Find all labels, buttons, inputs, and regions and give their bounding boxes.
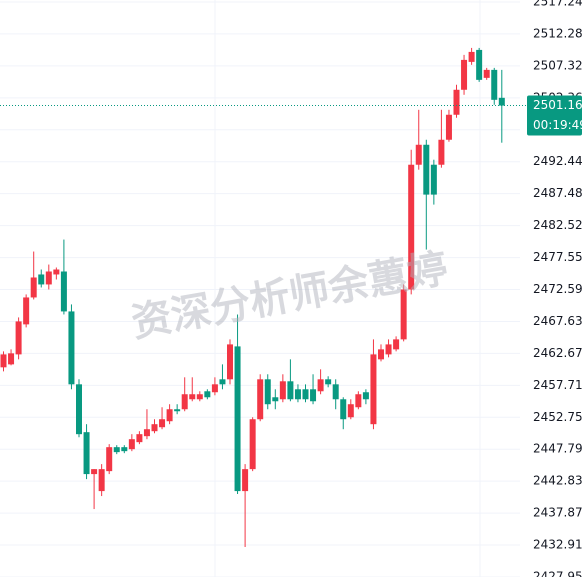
candle-body xyxy=(143,429,150,437)
candle-body xyxy=(106,447,113,472)
candle-body xyxy=(332,384,339,400)
candle-body xyxy=(211,384,218,393)
candle-body xyxy=(310,389,317,402)
candle-body xyxy=(151,424,158,432)
candle-body xyxy=(302,389,309,400)
candle-body xyxy=(385,344,392,355)
candle-body xyxy=(294,389,301,400)
candle-body xyxy=(370,354,377,425)
candle-body xyxy=(242,469,249,492)
candle-body xyxy=(45,271,52,285)
candle-body xyxy=(189,394,196,400)
candle-body xyxy=(249,419,256,470)
candle-body xyxy=(166,409,173,422)
candle-body xyxy=(0,354,7,368)
candle-body xyxy=(181,394,188,410)
candle-body xyxy=(498,97,505,106)
y-tick-label: 2482.52 xyxy=(533,218,583,232)
candle-body xyxy=(23,297,30,325)
y-tick-label: 2492.44 xyxy=(533,154,583,168)
candle-body xyxy=(227,344,233,380)
y-tick-label: 2512.28 xyxy=(533,26,583,40)
candle-body xyxy=(272,397,279,402)
candle-body xyxy=(317,379,324,392)
candle-body xyxy=(234,346,241,492)
candle-body xyxy=(30,277,37,298)
candle-body xyxy=(438,139,445,165)
candle-body xyxy=(362,392,369,400)
y-tick-label: 2467.63 xyxy=(533,314,583,328)
candle-body xyxy=(279,381,286,400)
candle-body xyxy=(378,349,384,360)
candle-body xyxy=(68,311,75,385)
candle-body xyxy=(423,144,430,195)
candle-body xyxy=(196,394,203,400)
candle-body xyxy=(38,274,45,285)
y-tick-label: 2427.95 xyxy=(533,570,583,577)
candle-body xyxy=(91,469,98,475)
candle-body xyxy=(136,434,143,443)
candle-body xyxy=(415,144,422,165)
y-tick-label: 2432.91 xyxy=(533,538,583,552)
candle-body xyxy=(264,379,271,405)
candle-body xyxy=(340,399,347,420)
candle-body xyxy=(128,439,135,450)
candle-body xyxy=(98,469,105,492)
candle-body xyxy=(287,381,294,400)
candle-body xyxy=(400,289,407,340)
y-tick-label: 2517.24 xyxy=(533,0,583,8)
candle-body xyxy=(174,409,181,412)
candle-body xyxy=(257,379,264,420)
y-tick-label: 2472.59 xyxy=(533,282,583,296)
y-tick-label: 2447.79 xyxy=(533,442,583,456)
last-price-box xyxy=(527,95,582,136)
candle-body xyxy=(483,69,490,78)
candle-body xyxy=(468,51,475,62)
y-tick-label: 2457.71 xyxy=(533,378,583,392)
candle-body xyxy=(204,391,211,398)
candle-body xyxy=(219,379,226,385)
candle-body xyxy=(159,419,166,428)
candle-body xyxy=(60,271,67,312)
candle-body xyxy=(430,164,437,195)
candle-body xyxy=(393,339,400,350)
candle-body xyxy=(445,114,452,140)
candle-body xyxy=(408,164,415,290)
y-tick-label: 2452.75 xyxy=(533,410,583,424)
candle-body xyxy=(476,49,483,80)
candle-body xyxy=(53,269,60,275)
candle-body xyxy=(8,353,15,365)
candle-body xyxy=(76,384,82,435)
candle-body xyxy=(113,447,120,453)
y-tick-label: 2437.87 xyxy=(533,506,583,520)
y-tick-label: 2477.55 xyxy=(533,250,583,264)
y-tick-label: 2462.67 xyxy=(533,346,583,360)
last-price-label: 2501.16 xyxy=(533,98,583,112)
candle-body xyxy=(83,432,90,475)
candle-body xyxy=(347,404,354,418)
y-tick-label: 2507.32 xyxy=(533,58,583,72)
countdown-label: 00:19:49 xyxy=(533,118,586,132)
candle-body xyxy=(355,394,362,408)
y-tick-label: 2487.48 xyxy=(533,186,583,200)
candle-body xyxy=(325,379,332,385)
candle-body xyxy=(121,447,128,452)
y-tick-label: 2442.83 xyxy=(533,474,583,488)
candle-body xyxy=(461,59,468,90)
candle-body xyxy=(491,69,498,100)
candle-body xyxy=(453,89,460,115)
candle-body xyxy=(15,321,22,355)
